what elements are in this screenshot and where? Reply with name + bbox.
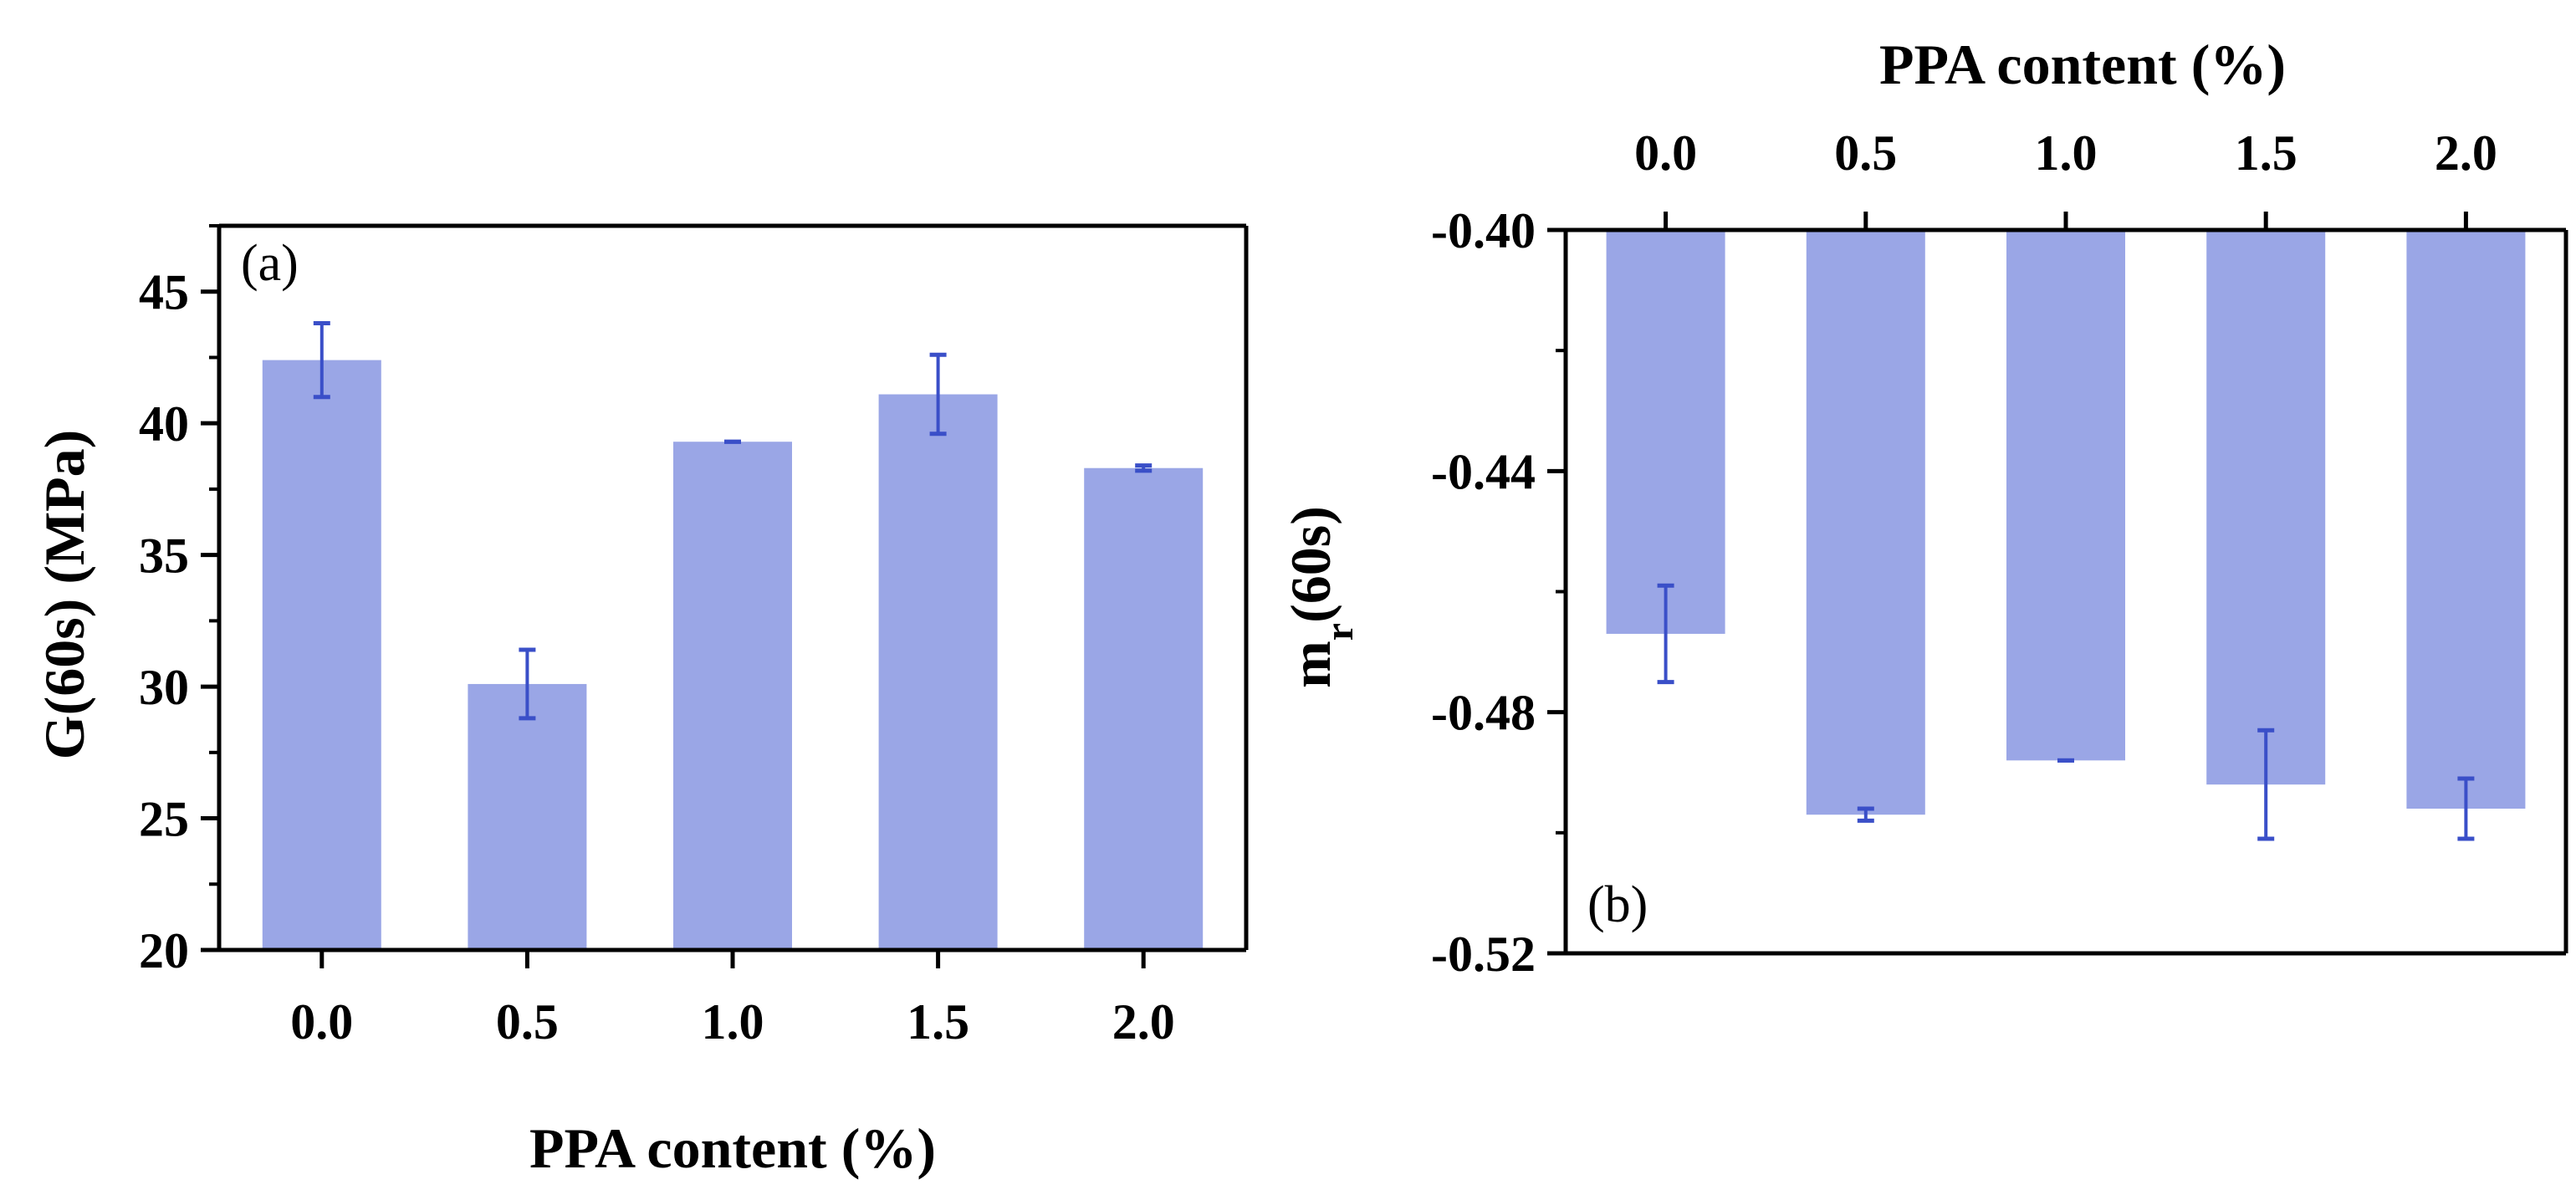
x-tick-label: 0.0 — [290, 994, 353, 1049]
panel-b-error-bars — [1657, 583, 2475, 841]
bar-0.5 — [1806, 230, 1925, 815]
y-tick-label: 25 — [139, 792, 189, 847]
x-tick-label: 2.0 — [2435, 125, 2497, 181]
panel-a-error-bars — [313, 321, 1153, 721]
x-tick-label: 2.0 — [1112, 994, 1175, 1049]
panel-a-chart: 20 25 30 35 40 45 0.0 0.5 1.0 1.5 2.0 (a) PPA con… — [33, 223, 1249, 1180]
bar-0.5 — [468, 683, 587, 950]
error-bar-0.5 — [1857, 806, 1874, 823]
bar-1.0 — [2006, 230, 2125, 761]
x-tick-label: 1.5 — [907, 994, 969, 1049]
panel-b-y-ticks: -0.52 -0.48 -0.44 -0.40 — [1431, 203, 1566, 982]
panel-b-y-axis-title-subscript: r — [1317, 623, 1362, 641]
error-bar-2.0 — [2457, 776, 2475, 841]
y-tick-label: 40 — [139, 396, 189, 452]
error-bar-2.0 — [1135, 463, 1153, 473]
y-tick-label: 35 — [139, 529, 189, 584]
y-tick-label: 45 — [139, 265, 189, 320]
panel-b-y-axis-title-rest: (60s) — [1279, 506, 1342, 623]
bar-1.0 — [673, 442, 792, 950]
y-tick-label: 20 — [139, 923, 189, 978]
error-bar-1.5 — [929, 352, 947, 437]
bar-0.0 — [1606, 230, 1725, 634]
bar-2.0 — [1084, 467, 1204, 950]
error-bar-0.0 — [313, 321, 330, 400]
x-tick-label: 1.5 — [2235, 125, 2297, 181]
y-tick-label: -0.40 — [1431, 203, 1536, 258]
panel-b-y-axis-title: mr(60s) — [1279, 506, 1362, 688]
panel-b-x-ticks: 0.0 0.5 1.0 1.5 2.0 — [1634, 125, 2497, 230]
y-tick-label: -0.52 — [1431, 927, 1536, 982]
panel-a-x-ticks: 0.0 0.5 1.0 1.5 2.0 — [290, 950, 1175, 1049]
bar-1.5 — [878, 394, 998, 950]
panel-a-y-ticks: 20 25 30 35 40 45 — [139, 224, 219, 978]
panel-b-label: (b) — [1587, 876, 1648, 933]
x-tick-label: 0.5 — [496, 994, 559, 1049]
panel-b-chart: -0.52 -0.48 -0.44 -0.40 0.0 0.5 1.0 1.5 2.0 (b)… — [1279, 33, 2568, 982]
x-tick-label: 0.5 — [1834, 125, 1897, 181]
y-tick-label: -0.48 — [1431, 686, 1536, 741]
panel-a-y-axis-title: G(60s) (MPa) — [33, 430, 96, 760]
error-bar-0.0 — [1657, 583, 1674, 685]
panel-a-label: (a) — [241, 235, 299, 292]
panel-b-y-axis-title-main: m — [1279, 641, 1342, 688]
y-tick-label: 30 — [139, 660, 189, 715]
panel-b-bars — [1606, 230, 2526, 815]
panel-a-bars — [262, 360, 1204, 950]
bar-2.0 — [2406, 230, 2526, 809]
bar-1.5 — [2206, 230, 2326, 785]
error-bar-1.5 — [2257, 728, 2275, 841]
bar-0.0 — [262, 360, 381, 950]
y-tick-label: -0.44 — [1431, 444, 1536, 499]
x-tick-label: 1.0 — [2035, 125, 2098, 181]
panel-b-x-axis-title: PPA content (%) — [1879, 33, 2286, 96]
error-bar-0.5 — [519, 647, 536, 721]
panel-a-x-axis-title: PPA content (%) — [529, 1116, 936, 1180]
x-tick-label: 0.0 — [1634, 125, 1697, 181]
x-tick-label: 1.0 — [702, 994, 764, 1049]
